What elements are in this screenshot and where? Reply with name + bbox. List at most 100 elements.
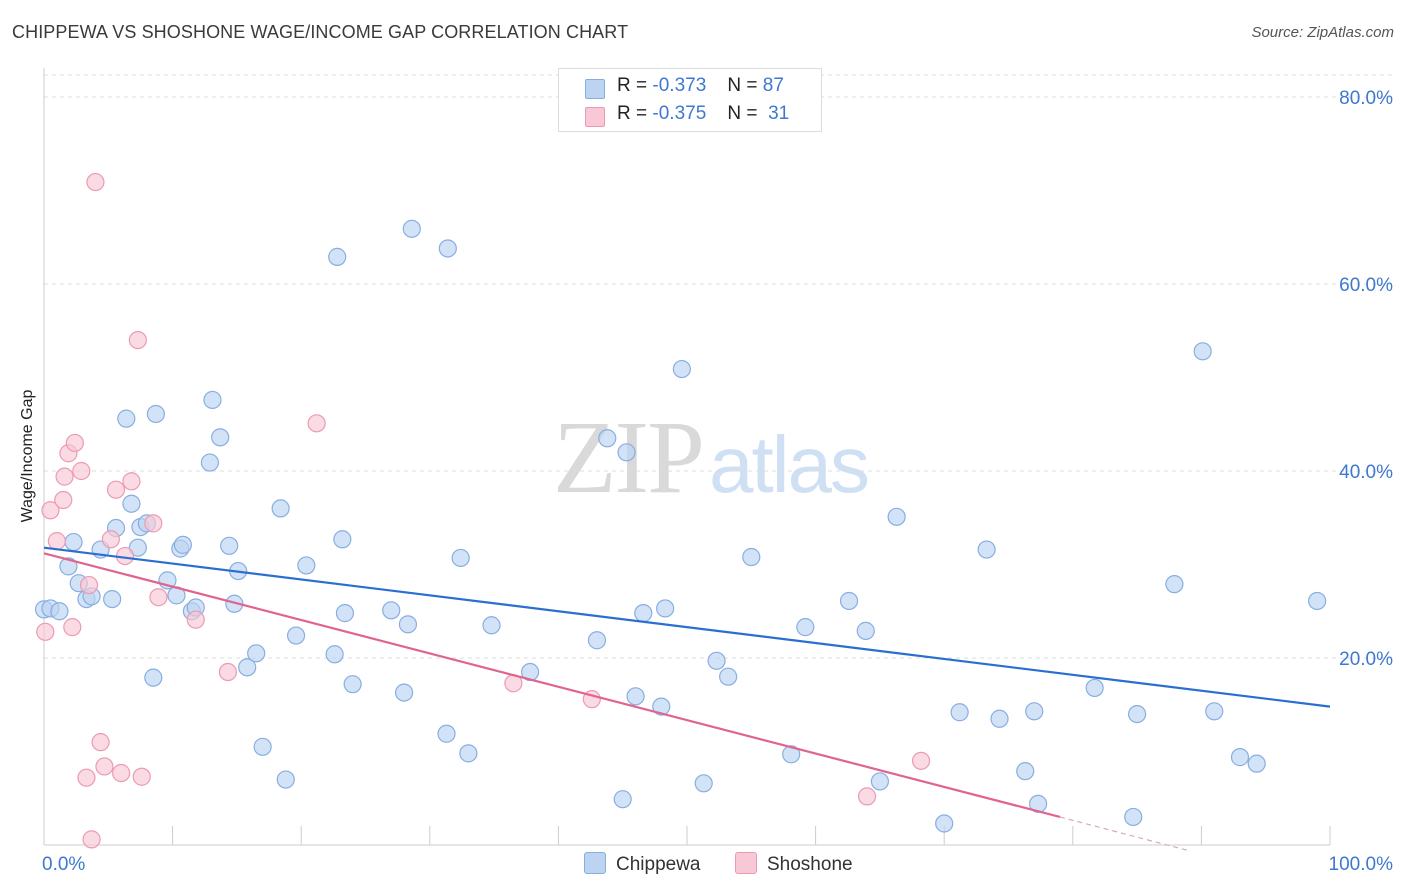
shoshone-trend-line [43, 552, 1061, 819]
chippewa-point-73 [977, 540, 996, 559]
chippewa-point-75 [1016, 762, 1035, 781]
chippewa-trend-line [43, 546, 1331, 708]
r-value: -0.373 [652, 75, 707, 96]
n-value: 31 [768, 103, 790, 124]
chippewa-point-70 [887, 507, 906, 526]
chippewa-point-78 [1085, 678, 1104, 698]
chippewa-point-33 [271, 499, 290, 518]
r-label: R = [617, 75, 648, 96]
chippewa-point-83 [1205, 702, 1224, 721]
legend-item-chippewa: Chippewa [584, 852, 701, 876]
chippewa-point-44 [398, 615, 418, 634]
x-tick-label-100: 100.0% [1329, 854, 1394, 875]
chippewa-point-84 [1230, 748, 1250, 767]
chippewa-point-41 [343, 675, 362, 694]
shoshone-point-8 [72, 461, 91, 481]
chippewa-point-57 [634, 604, 653, 623]
chippewa-point-47 [438, 239, 457, 258]
shoshone-point-15 [101, 530, 120, 549]
chippewa-point-45 [402, 219, 421, 238]
shoshone-point-9 [77, 768, 96, 787]
chippewa-point-46 [437, 724, 456, 743]
chippewa-point-66 [796, 618, 815, 637]
chippewa-point-21 [173, 535, 192, 554]
chippewa-point-86 [1308, 591, 1327, 611]
n-label: N = [727, 103, 758, 124]
chippewa-point-63 [719, 667, 738, 686]
shoshone-point-1 [41, 501, 60, 520]
shoshone-point-23 [149, 588, 168, 607]
chippewa-point-67 [839, 591, 859, 611]
chippewa-point-72 [950, 703, 969, 722]
chippewa-point-26 [211, 428, 230, 447]
chippewa-point-9 [103, 589, 122, 609]
shoshone-point-26 [307, 414, 326, 433]
chippewa-point-35 [286, 626, 306, 645]
watermark: ZIPatlas [553, 398, 870, 517]
chippewa-point-69 [870, 772, 890, 791]
chippewa-point-12 [122, 494, 141, 513]
x-tick-label-0: 0.0% [42, 854, 85, 875]
shoshone-point-11 [82, 830, 101, 849]
chippewa-point-55 [617, 443, 636, 462]
shoshone-point-3 [54, 490, 73, 510]
chart-title: CHIPPEWA VS SHOSHONE WAGE/INCOME GAP COR… [12, 22, 629, 42]
chippewa-point-62 [707, 651, 726, 670]
chippewa-point-37 [325, 645, 344, 664]
chippewa-point-42 [382, 601, 401, 620]
y-tick-label-80: 80.0% [1339, 88, 1393, 109]
shoshone-point-0 [36, 622, 55, 641]
source-label: Source: ZipAtlas.com [1251, 24, 1394, 41]
shoshone-stats-text: R = -0.375 N = 31 [617, 103, 789, 125]
legend-shoshone-label: Shoshone [767, 854, 853, 875]
chippewa-point-52 [587, 631, 607, 650]
chippewa-point-68 [856, 621, 875, 640]
shoshone-point-13 [91, 733, 110, 752]
chippewa-point-53 [598, 429, 617, 448]
shoshone-point-25 [218, 662, 237, 682]
shoshone-swatch [585, 107, 605, 127]
chippewa-point-82 [1193, 342, 1212, 361]
shoshone-point-21 [132, 767, 151, 786]
chippewa-point-11 [117, 409, 136, 428]
n-label: N = [727, 75, 758, 96]
chippewa-point-58 [652, 697, 671, 716]
chippewa-point-49 [459, 744, 478, 763]
chippewa-point-71 [935, 814, 954, 833]
shoshone-point-24 [186, 610, 205, 629]
chippewa-point-59 [656, 599, 675, 618]
shoshone-point-22 [144, 514, 163, 533]
shoshone-point-7 [65, 433, 84, 453]
chippewa-stats-text: R = -0.373 N = 87 [617, 75, 784, 97]
chippewa-point-25 [203, 390, 222, 410]
shoshone-point-16 [106, 480, 126, 499]
chippewa-point-27 [220, 536, 239, 555]
chippewa-point-74 [990, 709, 1009, 728]
shoshone-point-2 [47, 532, 66, 551]
shoshone-point-6 [63, 618, 82, 637]
y-tick-label-60: 60.0% [1339, 275, 1393, 296]
chippewa-point-81 [1165, 575, 1184, 594]
chippewa-point-32 [253, 737, 272, 756]
shoshone-point-14 [95, 757, 114, 776]
shoshone-point-29 [857, 787, 877, 806]
chippewa-point-76 [1025, 702, 1044, 721]
chippewa-point-40 [335, 604, 355, 623]
chippewa-swatch [585, 79, 605, 99]
chippewa-point-61 [694, 774, 713, 793]
chippewa-point-36 [297, 556, 316, 575]
legend-item-shoshone: Shoshone [735, 852, 853, 876]
chippewa-point-64 [742, 547, 761, 567]
r-label: R = [617, 103, 648, 124]
shoshone-point-17 [112, 763, 131, 783]
chippewa-point-56 [626, 687, 645, 706]
chippewa-point-34 [276, 770, 295, 789]
chippewa-point-30 [238, 658, 257, 677]
r-value: -0.375 [652, 103, 707, 124]
chippewa-point-60 [672, 359, 691, 379]
chippewa-point-54 [613, 790, 632, 809]
shoshone-point-4 [55, 467, 74, 486]
legend-chippewa-swatch [584, 852, 606, 874]
chippewa-point-2 [50, 602, 69, 621]
